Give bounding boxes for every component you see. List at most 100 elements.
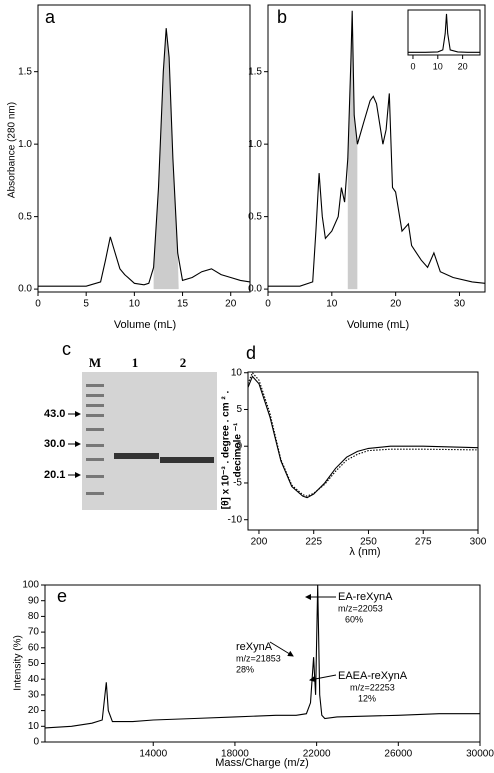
y-tick-label: -5 xyxy=(233,478,242,489)
y-tick-label: 5 xyxy=(236,404,242,415)
x-axis-label: λ (nm) xyxy=(349,546,380,558)
x-tick-label: 22000 xyxy=(303,749,331,760)
annotation: m/z=22253 xyxy=(350,682,395,692)
y-tick-label: -10 xyxy=(228,514,243,525)
lane-label: M xyxy=(89,355,101,370)
lane-label: 1 xyxy=(132,355,139,370)
annotation: 12% xyxy=(358,693,376,703)
series-line xyxy=(44,584,480,729)
plot-frame xyxy=(247,371,479,531)
plot-frame xyxy=(407,9,481,56)
y-axis-label: decimole ⁻¹ xyxy=(233,422,244,477)
x-axis-label: Volume (mL) xyxy=(347,319,409,331)
y-tick-label: 1.5 xyxy=(248,66,262,77)
ladder-band xyxy=(86,428,104,431)
annotation: 60% xyxy=(345,614,363,624)
series-line xyxy=(38,28,251,287)
series-line xyxy=(268,10,486,287)
shaded-peak xyxy=(347,10,358,290)
marker-label: 20.1 xyxy=(44,469,65,481)
y-axis-label: Intensity (%) xyxy=(13,635,24,691)
y-tick-label: 1.0 xyxy=(18,139,32,150)
x-tick-label: 14000 xyxy=(139,749,167,760)
lane-label: 2 xyxy=(180,355,187,370)
x-tick-label: 18000 xyxy=(221,749,249,760)
x-tick-label: 30 xyxy=(454,299,466,310)
x-tick-label: 20 xyxy=(458,61,468,71)
y-tick-label: 10 xyxy=(28,721,40,732)
x-tick-label: 0 xyxy=(35,299,41,310)
x-tick-label: 250 xyxy=(360,537,377,548)
x-tick-label: 10 xyxy=(326,299,338,310)
series-line xyxy=(408,13,480,53)
x-tick-label: 20 xyxy=(390,299,402,310)
x-axis-label: Mass/Charge (m/z) xyxy=(215,757,309,769)
band xyxy=(114,453,159,459)
ladder-band xyxy=(86,475,104,478)
x-tick-label: 15 xyxy=(177,299,189,310)
shaded-peak xyxy=(153,28,179,290)
ladder-band xyxy=(86,394,104,397)
x-tick-label: 225 xyxy=(305,537,322,548)
panel-label: e xyxy=(57,586,67,606)
band xyxy=(160,457,214,463)
x-tick-label: 200 xyxy=(251,537,268,548)
y-tick-label: 0.5 xyxy=(248,211,262,222)
plot-frame xyxy=(267,4,486,293)
y-tick-label: 90 xyxy=(28,595,40,606)
x-tick-label: 10 xyxy=(433,61,443,71)
ladder-band xyxy=(86,414,104,417)
marker-label: 43.0 xyxy=(44,408,65,420)
x-tick-label: 10 xyxy=(129,299,141,310)
y-tick-label: 0 xyxy=(33,737,39,748)
y-tick-label: 80 xyxy=(28,611,40,622)
x-tick-label: 275 xyxy=(415,537,432,548)
marker-label: 30.0 xyxy=(44,438,65,450)
y-tick-label: 0.0 xyxy=(248,284,262,295)
panel-label: d xyxy=(246,343,256,363)
x-tick-label: 26000 xyxy=(384,749,412,760)
y-tick-label: 20 xyxy=(28,705,40,716)
y-tick-label: 50 xyxy=(28,658,40,669)
panel-label: a xyxy=(45,7,56,27)
y-tick-label: 10 xyxy=(231,367,243,378)
y-tick-label: 30 xyxy=(28,690,40,701)
annotation: 28% xyxy=(236,664,254,674)
series-line xyxy=(247,375,479,499)
panel-label: b xyxy=(277,7,287,27)
ladder-band xyxy=(86,384,104,387)
x-tick-label: 0 xyxy=(265,299,271,310)
series-line xyxy=(247,371,479,497)
ladder-band xyxy=(86,404,104,407)
y-tick-label: 70 xyxy=(28,627,40,638)
y-tick-label: 0.5 xyxy=(18,211,32,222)
ladder-band xyxy=(86,444,104,447)
x-axis-label: Volume (mL) xyxy=(114,319,176,331)
annotation: EAEA-reXynA xyxy=(338,670,408,682)
annotation: m/z=22053 xyxy=(338,603,383,613)
x-tick-label: 5 xyxy=(83,299,89,310)
annotation: EA-reXynA xyxy=(338,591,393,603)
arrows xyxy=(269,594,337,683)
arrow xyxy=(309,674,337,683)
gel xyxy=(82,372,217,510)
y-tick-label: 0 xyxy=(236,441,242,452)
plot-frame xyxy=(37,4,251,293)
ladder-band xyxy=(86,458,104,461)
y-axis-label: Absorbance (280 nm) xyxy=(7,102,18,198)
panel-label: c xyxy=(62,339,71,359)
y-tick-label: 100 xyxy=(22,580,39,591)
ladder-band xyxy=(86,492,104,495)
x-tick-label: 0 xyxy=(410,61,415,71)
plot-frame xyxy=(44,584,481,743)
y-tick-label: 0.0 xyxy=(18,284,32,295)
x-tick-label: 300 xyxy=(470,537,487,548)
x-tick-label: 30000 xyxy=(466,749,494,760)
y-tick-label: 1.5 xyxy=(18,66,32,77)
x-tick-label: 20 xyxy=(225,299,237,310)
y-tick-label: 1.0 xyxy=(248,139,262,150)
arrow xyxy=(269,641,294,657)
annotation: reXynA xyxy=(236,641,273,653)
y-axis-label: [θ] x 10⁻³ . degree . cm ² . xyxy=(221,391,232,510)
